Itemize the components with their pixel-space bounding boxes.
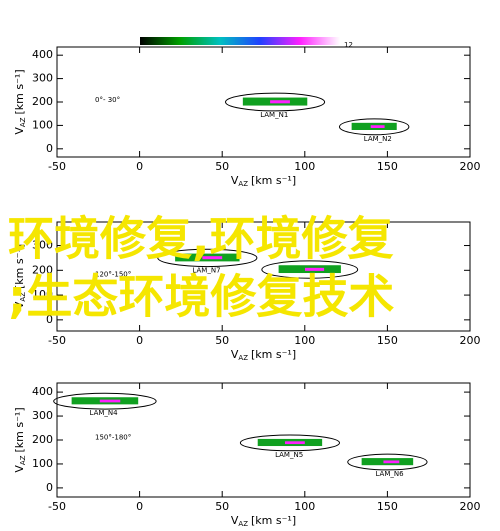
region-ellipse bbox=[157, 248, 258, 268]
y-tick-label: 0 bbox=[46, 313, 53, 326]
x-tick-label: 50 bbox=[215, 160, 229, 173]
x-tick-label: 0 bbox=[136, 160, 143, 173]
annotation: 150°-180° bbox=[95, 434, 131, 442]
annotation: 120°-150° bbox=[95, 270, 131, 278]
y-tick-label: 200 bbox=[32, 433, 53, 446]
overlay-line: 环境修复,环境修复 bbox=[8, 212, 393, 266]
axis-label: VAZ[km s⁻¹] bbox=[13, 69, 27, 134]
band-highlight bbox=[270, 100, 290, 104]
x-tick-label: 150 bbox=[377, 334, 398, 347]
band-highlight bbox=[202, 256, 223, 260]
y-tick-label: 300 bbox=[32, 72, 53, 85]
x-tick-label: 100 bbox=[294, 334, 315, 347]
region-ellipse bbox=[225, 92, 326, 112]
region-label: LAM_N6 bbox=[376, 470, 405, 478]
region-ellipse bbox=[261, 260, 359, 279]
x-tick-label: 150 bbox=[377, 160, 398, 173]
panels: -50 0 50 100 150 200 0 100 200 300 400 VAZ [km s⁻¹] V… bbox=[13, 46, 481, 528]
colorbar-label: 12 bbox=[344, 41, 353, 49]
region-ellipse bbox=[338, 118, 410, 136]
x-tick-label: 200 bbox=[460, 500, 481, 513]
y-tick-label: 100 bbox=[32, 288, 53, 301]
region-label: LAM_N1 bbox=[260, 111, 288, 119]
x-tick-label: 50 bbox=[215, 334, 229, 347]
y-tick-label: 400 bbox=[32, 48, 53, 61]
x-tick-label: 100 bbox=[294, 160, 315, 173]
x-tick-label: -50 bbox=[48, 160, 66, 173]
overlay-line: ;生态环境修复技术 bbox=[8, 270, 394, 324]
x-tick-label: -50 bbox=[48, 334, 66, 347]
region-ellipse bbox=[239, 434, 340, 452]
y-tick-label: 200 bbox=[32, 263, 53, 276]
region-ellipse bbox=[347, 453, 428, 471]
y-tick-label: 400 bbox=[32, 385, 53, 398]
axis-label: VAZ[km s⁻¹] bbox=[231, 514, 296, 528]
y-tick-label: 100 bbox=[32, 457, 53, 470]
panel: -50 0 50 100 150 200 0 100 200 300 400 VAZ [km s⁻¹] V… bbox=[13, 46, 481, 188]
band-highlight bbox=[99, 399, 121, 403]
y-tick-label: 300 bbox=[32, 409, 53, 422]
panel: -50 0 50 100 150 200 0 100 200 300 400 VAZ [km s⁻¹] V… bbox=[13, 382, 481, 528]
x-tick-label: 200 bbox=[460, 334, 481, 347]
axis-label: VAZ[km s⁻¹] bbox=[231, 348, 296, 362]
x-tick-label: 50 bbox=[215, 500, 229, 513]
y-tick-label: 200 bbox=[32, 95, 53, 108]
band-highlight bbox=[370, 125, 385, 129]
region-label: LAM_N2 bbox=[364, 135, 392, 143]
y-tick-label: 100 bbox=[32, 118, 53, 131]
x-tick-label: 0 bbox=[136, 334, 143, 347]
x-tick-label: 100 bbox=[294, 500, 315, 513]
x-tick-label: -50 bbox=[48, 500, 66, 513]
region-label: LAM_N4 bbox=[90, 409, 119, 417]
y-tick-label: 0 bbox=[46, 142, 53, 155]
region-label: LAM_N7 bbox=[192, 267, 220, 275]
plot-frame bbox=[56, 221, 471, 332]
axis-label: VAZ[km s⁻¹] bbox=[13, 407, 27, 472]
x-tick-label: 150 bbox=[377, 500, 398, 513]
y-tick-label: 0 bbox=[46, 481, 53, 494]
annotation: 0°- 30° bbox=[95, 96, 120, 104]
axis-label: VAZ[km s⁻¹] bbox=[231, 174, 296, 188]
band-highlight bbox=[383, 460, 400, 464]
region-label: LAM_N5 bbox=[275, 451, 303, 459]
band-highlight bbox=[284, 441, 305, 445]
y-tick-label: 300 bbox=[32, 239, 53, 252]
panel: -50 0 50 100 150 200 0 100 200 300 VAZ [km s⁻¹] VAZ[… bbox=[13, 221, 481, 362]
x-tick-label: 200 bbox=[460, 160, 481, 173]
region-ellipse bbox=[53, 392, 157, 410]
axis-label: VAZ[km s⁻¹] bbox=[13, 244, 27, 309]
band-highlight bbox=[304, 267, 325, 271]
colorbar bbox=[140, 37, 340, 45]
x-tick-label: 0 bbox=[136, 500, 143, 513]
